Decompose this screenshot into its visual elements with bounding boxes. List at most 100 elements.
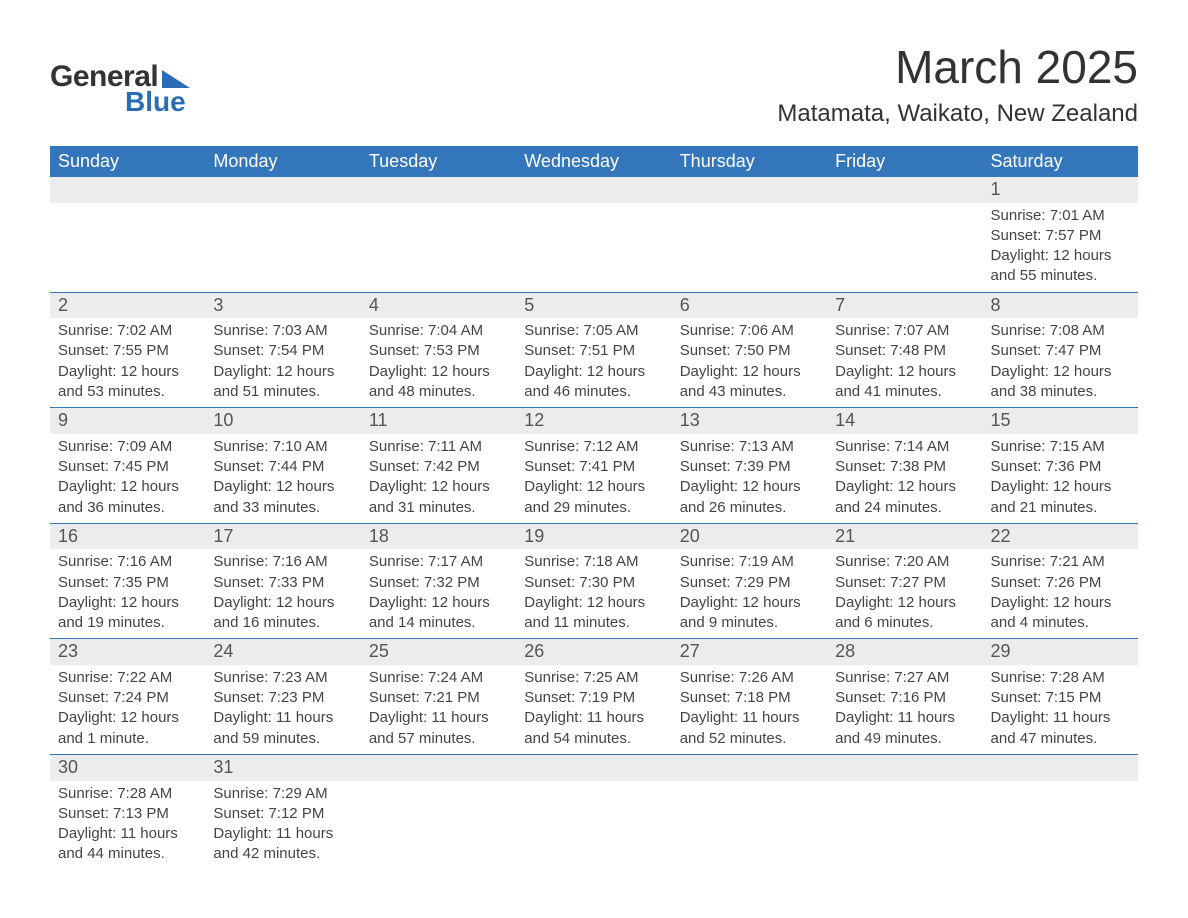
- day-cell: [361, 754, 516, 869]
- daylight-text: Daylight: 12 hours and 38 minutes.: [991, 362, 1130, 403]
- sunrise-text: Sunrise: 7:02 AM: [58, 321, 197, 341]
- day-cell: 2Sunrise: 7:02 AMSunset: 7:55 PMDaylight…: [50, 292, 205, 408]
- day-body: Sunrise: 7:04 AMSunset: 7:53 PMDaylight:…: [361, 318, 516, 407]
- weekday-header-row: Sunday Monday Tuesday Wednesday Thursday…: [50, 146, 1138, 177]
- daylight-text: Daylight: 12 hours and 19 minutes.: [58, 593, 197, 634]
- day-number: 26: [516, 639, 671, 665]
- day-number: 31: [205, 755, 360, 781]
- daylight-text: Daylight: 12 hours and 24 minutes.: [835, 477, 974, 518]
- day-number: 7: [827, 293, 982, 319]
- daylight-text: Daylight: 12 hours and 21 minutes.: [991, 477, 1130, 518]
- daylight-text: Daylight: 12 hours and 43 minutes.: [680, 362, 819, 403]
- calendar-table: Sunday Monday Tuesday Wednesday Thursday…: [50, 146, 1138, 870]
- daylight-text: Daylight: 12 hours and 6 minutes.: [835, 593, 974, 634]
- daylight-text: Daylight: 12 hours and 9 minutes.: [680, 593, 819, 634]
- sunset-text: Sunset: 7:36 PM: [991, 457, 1130, 477]
- day-number: 9: [50, 408, 205, 434]
- week-row: 23Sunrise: 7:22 AMSunset: 7:24 PMDayligh…: [50, 639, 1138, 755]
- day-body: Sunrise: 7:09 AMSunset: 7:45 PMDaylight:…: [50, 434, 205, 523]
- day-cell: 30Sunrise: 7:28 AMSunset: 7:13 PMDayligh…: [50, 754, 205, 869]
- day-number: [827, 177, 982, 203]
- day-cell: 11Sunrise: 7:11 AMSunset: 7:42 PMDayligh…: [361, 408, 516, 524]
- day-number: 8: [983, 293, 1138, 319]
- sunset-text: Sunset: 7:51 PM: [524, 341, 663, 361]
- day-number: 3: [205, 293, 360, 319]
- day-body: Sunrise: 7:29 AMSunset: 7:12 PMDaylight:…: [205, 781, 360, 870]
- daylight-text: Daylight: 12 hours and 51 minutes.: [213, 362, 352, 403]
- daylight-text: Daylight: 12 hours and 11 minutes.: [524, 593, 663, 634]
- day-body: Sunrise: 7:15 AMSunset: 7:36 PMDaylight:…: [983, 434, 1138, 523]
- sunset-text: Sunset: 7:27 PM: [835, 573, 974, 593]
- sunset-text: Sunset: 7:47 PM: [991, 341, 1130, 361]
- day-body: [827, 203, 982, 292]
- daylight-text: Daylight: 11 hours and 47 minutes.: [991, 708, 1130, 749]
- daylight-text: Daylight: 12 hours and 46 minutes.: [524, 362, 663, 403]
- day-body: Sunrise: 7:02 AMSunset: 7:55 PMDaylight:…: [50, 318, 205, 407]
- daylight-text: Daylight: 11 hours and 49 minutes.: [835, 708, 974, 749]
- sunrise-text: Sunrise: 7:14 AM: [835, 437, 974, 457]
- sunrise-text: Sunrise: 7:16 AM: [213, 552, 352, 572]
- day-body: [516, 203, 671, 292]
- day-number: [827, 755, 982, 781]
- weekday-header: Sunday: [50, 146, 205, 177]
- daylight-text: Daylight: 11 hours and 44 minutes.: [58, 824, 197, 865]
- sunset-text: Sunset: 7:15 PM: [991, 688, 1130, 708]
- day-cell: 12Sunrise: 7:12 AMSunset: 7:41 PMDayligh…: [516, 408, 671, 524]
- sunset-text: Sunset: 7:57 PM: [991, 226, 1130, 246]
- day-cell: 31Sunrise: 7:29 AMSunset: 7:12 PMDayligh…: [205, 754, 360, 869]
- day-number: 2: [50, 293, 205, 319]
- day-body: Sunrise: 7:28 AMSunset: 7:15 PMDaylight:…: [983, 665, 1138, 754]
- weekday-header: Thursday: [672, 146, 827, 177]
- daylight-text: Daylight: 11 hours and 54 minutes.: [524, 708, 663, 749]
- day-cell: 10Sunrise: 7:10 AMSunset: 7:44 PMDayligh…: [205, 408, 360, 524]
- day-body: Sunrise: 7:14 AMSunset: 7:38 PMDaylight:…: [827, 434, 982, 523]
- sunset-text: Sunset: 7:12 PM: [213, 804, 352, 824]
- sunrise-text: Sunrise: 7:06 AM: [680, 321, 819, 341]
- day-cell: 27Sunrise: 7:26 AMSunset: 7:18 PMDayligh…: [672, 639, 827, 755]
- day-cell: 14Sunrise: 7:14 AMSunset: 7:38 PMDayligh…: [827, 408, 982, 524]
- sunrise-text: Sunrise: 7:27 AM: [835, 668, 974, 688]
- day-cell: 19Sunrise: 7:18 AMSunset: 7:30 PMDayligh…: [516, 523, 671, 639]
- day-body: Sunrise: 7:24 AMSunset: 7:21 PMDaylight:…: [361, 665, 516, 754]
- day-body: Sunrise: 7:11 AMSunset: 7:42 PMDaylight:…: [361, 434, 516, 523]
- sunrise-text: Sunrise: 7:05 AM: [524, 321, 663, 341]
- weekday-header: Monday: [205, 146, 360, 177]
- day-cell: [361, 177, 516, 292]
- daylight-text: Daylight: 12 hours and 31 minutes.: [369, 477, 508, 518]
- sunrise-text: Sunrise: 7:13 AM: [680, 437, 819, 457]
- day-body: [672, 203, 827, 292]
- day-body: Sunrise: 7:13 AMSunset: 7:39 PMDaylight:…: [672, 434, 827, 523]
- sunset-text: Sunset: 7:55 PM: [58, 341, 197, 361]
- sunrise-text: Sunrise: 7:08 AM: [991, 321, 1130, 341]
- day-number: 29: [983, 639, 1138, 665]
- logo-triangle-icon: [162, 66, 190, 88]
- day-cell: [516, 177, 671, 292]
- title-block: March 2025 Matamata, Waikato, New Zealan…: [777, 40, 1138, 128]
- day-cell: 15Sunrise: 7:15 AMSunset: 7:36 PMDayligh…: [983, 408, 1138, 524]
- day-cell: 5Sunrise: 7:05 AMSunset: 7:51 PMDaylight…: [516, 292, 671, 408]
- sunset-text: Sunset: 7:21 PM: [369, 688, 508, 708]
- daylight-text: Daylight: 12 hours and 53 minutes.: [58, 362, 197, 403]
- day-body: [983, 781, 1138, 809]
- day-cell: 29Sunrise: 7:28 AMSunset: 7:15 PMDayligh…: [983, 639, 1138, 755]
- sunset-text: Sunset: 7:38 PM: [835, 457, 974, 477]
- sunset-text: Sunset: 7:53 PM: [369, 341, 508, 361]
- sunset-text: Sunset: 7:50 PM: [680, 341, 819, 361]
- weekday-header: Tuesday: [361, 146, 516, 177]
- day-cell: 22Sunrise: 7:21 AMSunset: 7:26 PMDayligh…: [983, 523, 1138, 639]
- day-cell: [827, 754, 982, 869]
- day-cell: [516, 754, 671, 869]
- day-cell: 21Sunrise: 7:20 AMSunset: 7:27 PMDayligh…: [827, 523, 982, 639]
- daylight-text: Daylight: 12 hours and 36 minutes.: [58, 477, 197, 518]
- sunrise-text: Sunrise: 7:16 AM: [58, 552, 197, 572]
- sunset-text: Sunset: 7:23 PM: [213, 688, 352, 708]
- day-cell: [672, 754, 827, 869]
- day-number: [205, 177, 360, 203]
- sunrise-text: Sunrise: 7:01 AM: [991, 206, 1130, 226]
- sunrise-text: Sunrise: 7:04 AM: [369, 321, 508, 341]
- sunset-text: Sunset: 7:29 PM: [680, 573, 819, 593]
- day-number: [361, 755, 516, 781]
- day-body: Sunrise: 7:20 AMSunset: 7:27 PMDaylight:…: [827, 549, 982, 638]
- day-number: 19: [516, 524, 671, 550]
- day-number: [983, 755, 1138, 781]
